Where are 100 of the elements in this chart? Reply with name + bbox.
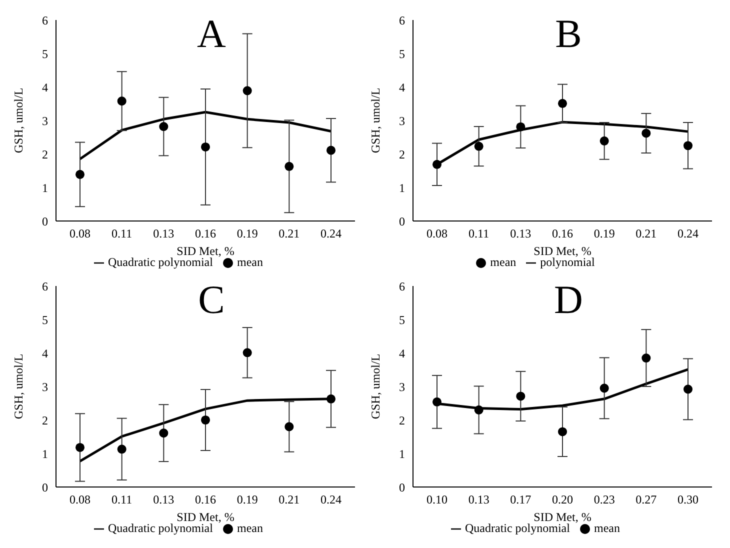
x-tick-label: 0.16 — [552, 226, 573, 241]
y-tick-label: 5 — [399, 312, 405, 327]
point — [683, 384, 693, 394]
chart-title: B — [554, 11, 583, 56]
point — [558, 427, 568, 436]
x-tick-label: 0.21 — [636, 226, 657, 241]
y-tick-label: 3 — [399, 114, 405, 128]
y-tick-label: 2 — [399, 413, 405, 428]
point — [432, 160, 442, 169]
point — [558, 98, 568, 108]
point — [600, 384, 609, 393]
x-tick-label: 0.11 — [468, 226, 490, 241]
x-tick-label: 0.23 — [594, 492, 615, 507]
y-tick-label: 1 — [42, 446, 48, 461]
y-tick-label: 0 — [399, 480, 405, 494]
point — [516, 122, 526, 132]
y-axis-title: GSH, umol/L — [368, 88, 382, 154]
y-axis-title: GSH, umol/L — [11, 354, 26, 420]
y-tick-label: 5 — [399, 46, 405, 61]
legend-label: Quadratic polynomial — [108, 255, 213, 269]
point — [159, 428, 168, 438]
x-tick-label: 0.13 — [510, 226, 532, 241]
y-tick-label: 6 — [42, 13, 48, 28]
point — [642, 354, 651, 363]
y-axis-title: GSH, umol/L — [368, 354, 382, 420]
x-axis-title: SID Met, % — [534, 510, 592, 524]
y-tick-label: 2 — [42, 413, 48, 428]
point — [75, 170, 85, 179]
x-tick-label: 0.19 — [594, 226, 615, 241]
y-tick-label: 2 — [399, 147, 405, 162]
legend-label: polynomial — [540, 255, 595, 269]
point — [683, 141, 693, 150]
point — [242, 86, 252, 96]
y-tick-label: 0 — [42, 214, 48, 228]
y-tick-label: 6 — [42, 279, 48, 294]
x-axis-title: SID Met, % — [176, 244, 234, 258]
x-tick-label: 0.08 — [70, 492, 90, 507]
point — [326, 394, 336, 404]
point — [159, 122, 168, 132]
point — [474, 405, 484, 414]
y-tick-label: 6 — [399, 13, 405, 28]
y-tick-label: 5 — [42, 46, 48, 61]
y-tick-label: 6 — [399, 279, 405, 294]
point — [117, 444, 126, 454]
point — [284, 162, 294, 171]
y-tick-label: 1 — [399, 446, 405, 461]
y-tick-label: 4 — [399, 346, 405, 360]
y-tick-label: 3 — [42, 114, 48, 128]
x-tick-label: 0.19 — [236, 226, 258, 241]
legend-label: mean — [594, 521, 620, 535]
x-tick-label: 0.11 — [112, 226, 132, 241]
point — [200, 142, 210, 152]
x-axis-title: SID Met, % — [534, 244, 592, 258]
point — [75, 442, 85, 452]
x-tick-label: 0.13 — [153, 492, 174, 507]
point — [326, 146, 336, 155]
y-tick-label: 3 — [42, 380, 48, 394]
legend-label: mean — [236, 521, 263, 535]
x-tick-label: 0.24 — [320, 226, 342, 241]
x-tick-label: 0.08 — [70, 226, 90, 241]
point — [284, 422, 294, 432]
point — [432, 397, 442, 406]
y-tick-label: 0 — [42, 480, 48, 494]
legend-label: Quadratic polynomial — [108, 521, 213, 535]
legend-label: mean — [236, 255, 263, 269]
x-tick-label: 0.27 — [636, 492, 657, 507]
point — [516, 392, 526, 401]
legend-label: mean — [490, 255, 516, 269]
x-tick-label: 0.16 — [195, 226, 216, 241]
x-tick-label: 0.13 — [468, 492, 490, 507]
x-tick-label: 0.21 — [278, 492, 300, 507]
x-tick-label: 0.16 — [195, 492, 216, 507]
x-tick-label: 0.17 — [510, 492, 532, 507]
point — [242, 348, 252, 358]
x-tick-label: 0.30 — [678, 492, 698, 507]
y-tick-label: 2 — [42, 147, 48, 162]
x-tick-label: 0.20 — [552, 492, 573, 507]
chart-title: C — [197, 277, 226, 322]
y-axis-title: GSH, umol/L — [11, 88, 26, 154]
point — [474, 142, 484, 151]
x-tick-label: 0.24 — [320, 492, 342, 507]
point — [642, 128, 651, 138]
x-tick-label: 0.24 — [678, 226, 698, 241]
x-tick-label: 0.11 — [112, 492, 132, 507]
y-tick-label: 4 — [42, 80, 48, 94]
x-tick-label: 0.10 — [426, 492, 448, 507]
point — [600, 136, 609, 146]
y-tick-label: 1 — [399, 180, 405, 195]
x-tick-label: 0.19 — [236, 492, 258, 507]
point — [200, 415, 210, 425]
y-tick-label: 1 — [42, 180, 48, 195]
y-tick-label: 3 — [399, 380, 405, 394]
y-tick-label: 4 — [399, 80, 405, 94]
chart-title: D — [553, 277, 584, 322]
y-tick-label: 5 — [42, 312, 48, 327]
x-tick-label: 0.13 — [153, 226, 174, 241]
y-tick-label: 0 — [399, 214, 405, 228]
x-tick-label: 0.08 — [426, 226, 448, 241]
line-series — [78, 110, 332, 160]
x-axis-title: SID Met, % — [176, 510, 234, 524]
